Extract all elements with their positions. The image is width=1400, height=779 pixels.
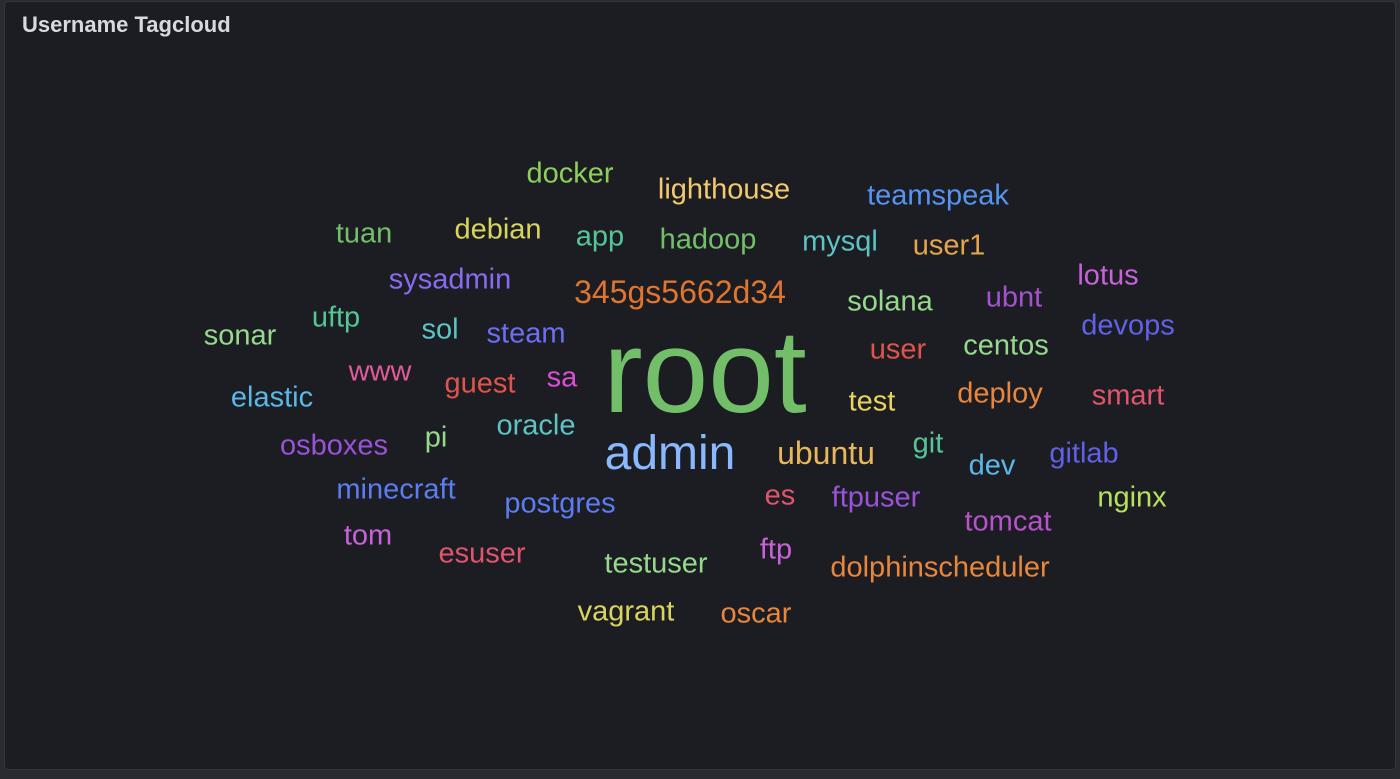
tagcloud: root admin 345gs5662d34 ubuntu docker lightho…: [5, 2, 1395, 769]
tag-user1[interactable]: user1: [912, 229, 986, 262]
tag-minecraft[interactable]: minecraft: [336, 473, 456, 506]
tag-tuan[interactable]: tuan: [335, 217, 393, 250]
tag-debian[interactable]: debian: [454, 213, 542, 246]
tagcloud-panel: Username Tagcloud root admin 345gs5662d34 u…: [4, 1, 1396, 770]
tag-lighthouse[interactable]: lighthouse: [657, 173, 791, 206]
tag-centos[interactable]: centos: [963, 329, 1049, 362]
tag-esuser[interactable]: esuser: [438, 537, 526, 570]
tag-ubnt[interactable]: ubnt: [985, 281, 1043, 314]
tag-ftpuser[interactable]: ftpuser: [831, 481, 921, 514]
tag-git[interactable]: git: [912, 427, 944, 460]
tag-gitlab[interactable]: gitlab: [1049, 437, 1119, 470]
tag-mysql[interactable]: mysql: [802, 225, 878, 258]
tag-uftp[interactable]: uftp: [311, 301, 361, 334]
tag-root[interactable]: root: [603, 306, 807, 438]
tag-postgres[interactable]: postgres: [504, 487, 616, 520]
tag-solana[interactable]: solana: [847, 285, 933, 318]
tag-dev[interactable]: dev: [968, 449, 1016, 482]
tag-sonar[interactable]: sonar: [203, 319, 277, 352]
tag-teamspeak[interactable]: teamspeak: [867, 179, 1009, 212]
tag-guest[interactable]: guest: [444, 367, 516, 400]
tag-testuser[interactable]: testuser: [604, 547, 708, 580]
tag-nginx[interactable]: nginx: [1097, 481, 1167, 514]
tag-elastic[interactable]: elastic: [230, 381, 314, 414]
tag-app[interactable]: app: [575, 220, 625, 253]
tag-oscar[interactable]: oscar: [720, 597, 792, 630]
tag-admin[interactable]: admin: [604, 427, 736, 480]
tag-hadoop[interactable]: hadoop: [659, 223, 757, 256]
tag-ubuntu[interactable]: ubuntu: [777, 435, 875, 471]
tag-dolphinscheduler[interactable]: dolphinscheduler: [830, 551, 1050, 584]
tag-es[interactable]: es: [764, 479, 796, 512]
tag-test[interactable]: test: [848, 385, 896, 418]
tag-deploy[interactable]: deploy: [957, 377, 1043, 410]
tag-tom[interactable]: tom: [343, 519, 393, 552]
tag-345gs5662d34[interactable]: 345gs5662d34: [574, 274, 786, 310]
tag-steam[interactable]: steam: [486, 317, 566, 350]
tag-sysadmin[interactable]: sysadmin: [388, 263, 512, 296]
tag-lotus[interactable]: lotus: [1077, 259, 1139, 292]
tag-sol[interactable]: sol: [421, 313, 459, 346]
tag-www[interactable]: www: [348, 355, 412, 388]
tag-smart[interactable]: smart: [1091, 379, 1165, 412]
tag-oracle[interactable]: oracle: [496, 409, 576, 442]
tag-docker[interactable]: docker: [526, 157, 614, 190]
panel-title: Username Tagcloud: [22, 12, 231, 37]
tag-tomcat[interactable]: tomcat: [964, 505, 1052, 538]
tag-vagrant[interactable]: vagrant: [577, 595, 675, 628]
tag-user[interactable]: user: [869, 333, 927, 366]
tag-osboxes[interactable]: osboxes: [279, 429, 389, 462]
tag-devops[interactable]: devops: [1081, 309, 1175, 342]
tag-pi[interactable]: pi: [424, 421, 448, 454]
tag-ftp[interactable]: ftp: [759, 533, 793, 566]
tag-sa[interactable]: sa: [546, 361, 578, 394]
